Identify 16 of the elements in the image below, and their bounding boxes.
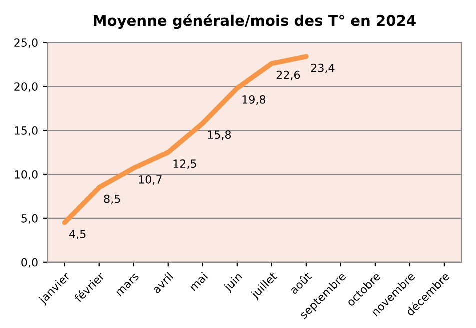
y-tick-label: 5,0 <box>22 214 38 224</box>
data-label: 15,8 <box>208 130 232 140</box>
chart-title: Moyenne générale/mois des T° en 2024 <box>94 14 416 30</box>
data-label: 19,8 <box>242 95 266 106</box>
data-label: 10,7 <box>139 175 162 186</box>
y-tick-label: 20,0 <box>14 82 38 92</box>
y-tick-label: 0,0 <box>22 258 38 268</box>
data-label: 8,5 <box>104 194 120 204</box>
y-tick-label: 25,0 <box>14 38 38 48</box>
data-label: 4,5 <box>70 230 86 240</box>
data-label: 22,6 <box>276 70 300 80</box>
y-tick-label: 15,0 <box>15 126 38 136</box>
y-tick-label: 10,0 <box>15 170 38 180</box>
data-label: 23,4 <box>311 64 335 74</box>
line-series <box>62 54 309 226</box>
data-label: 12,5 <box>174 160 196 170</box>
